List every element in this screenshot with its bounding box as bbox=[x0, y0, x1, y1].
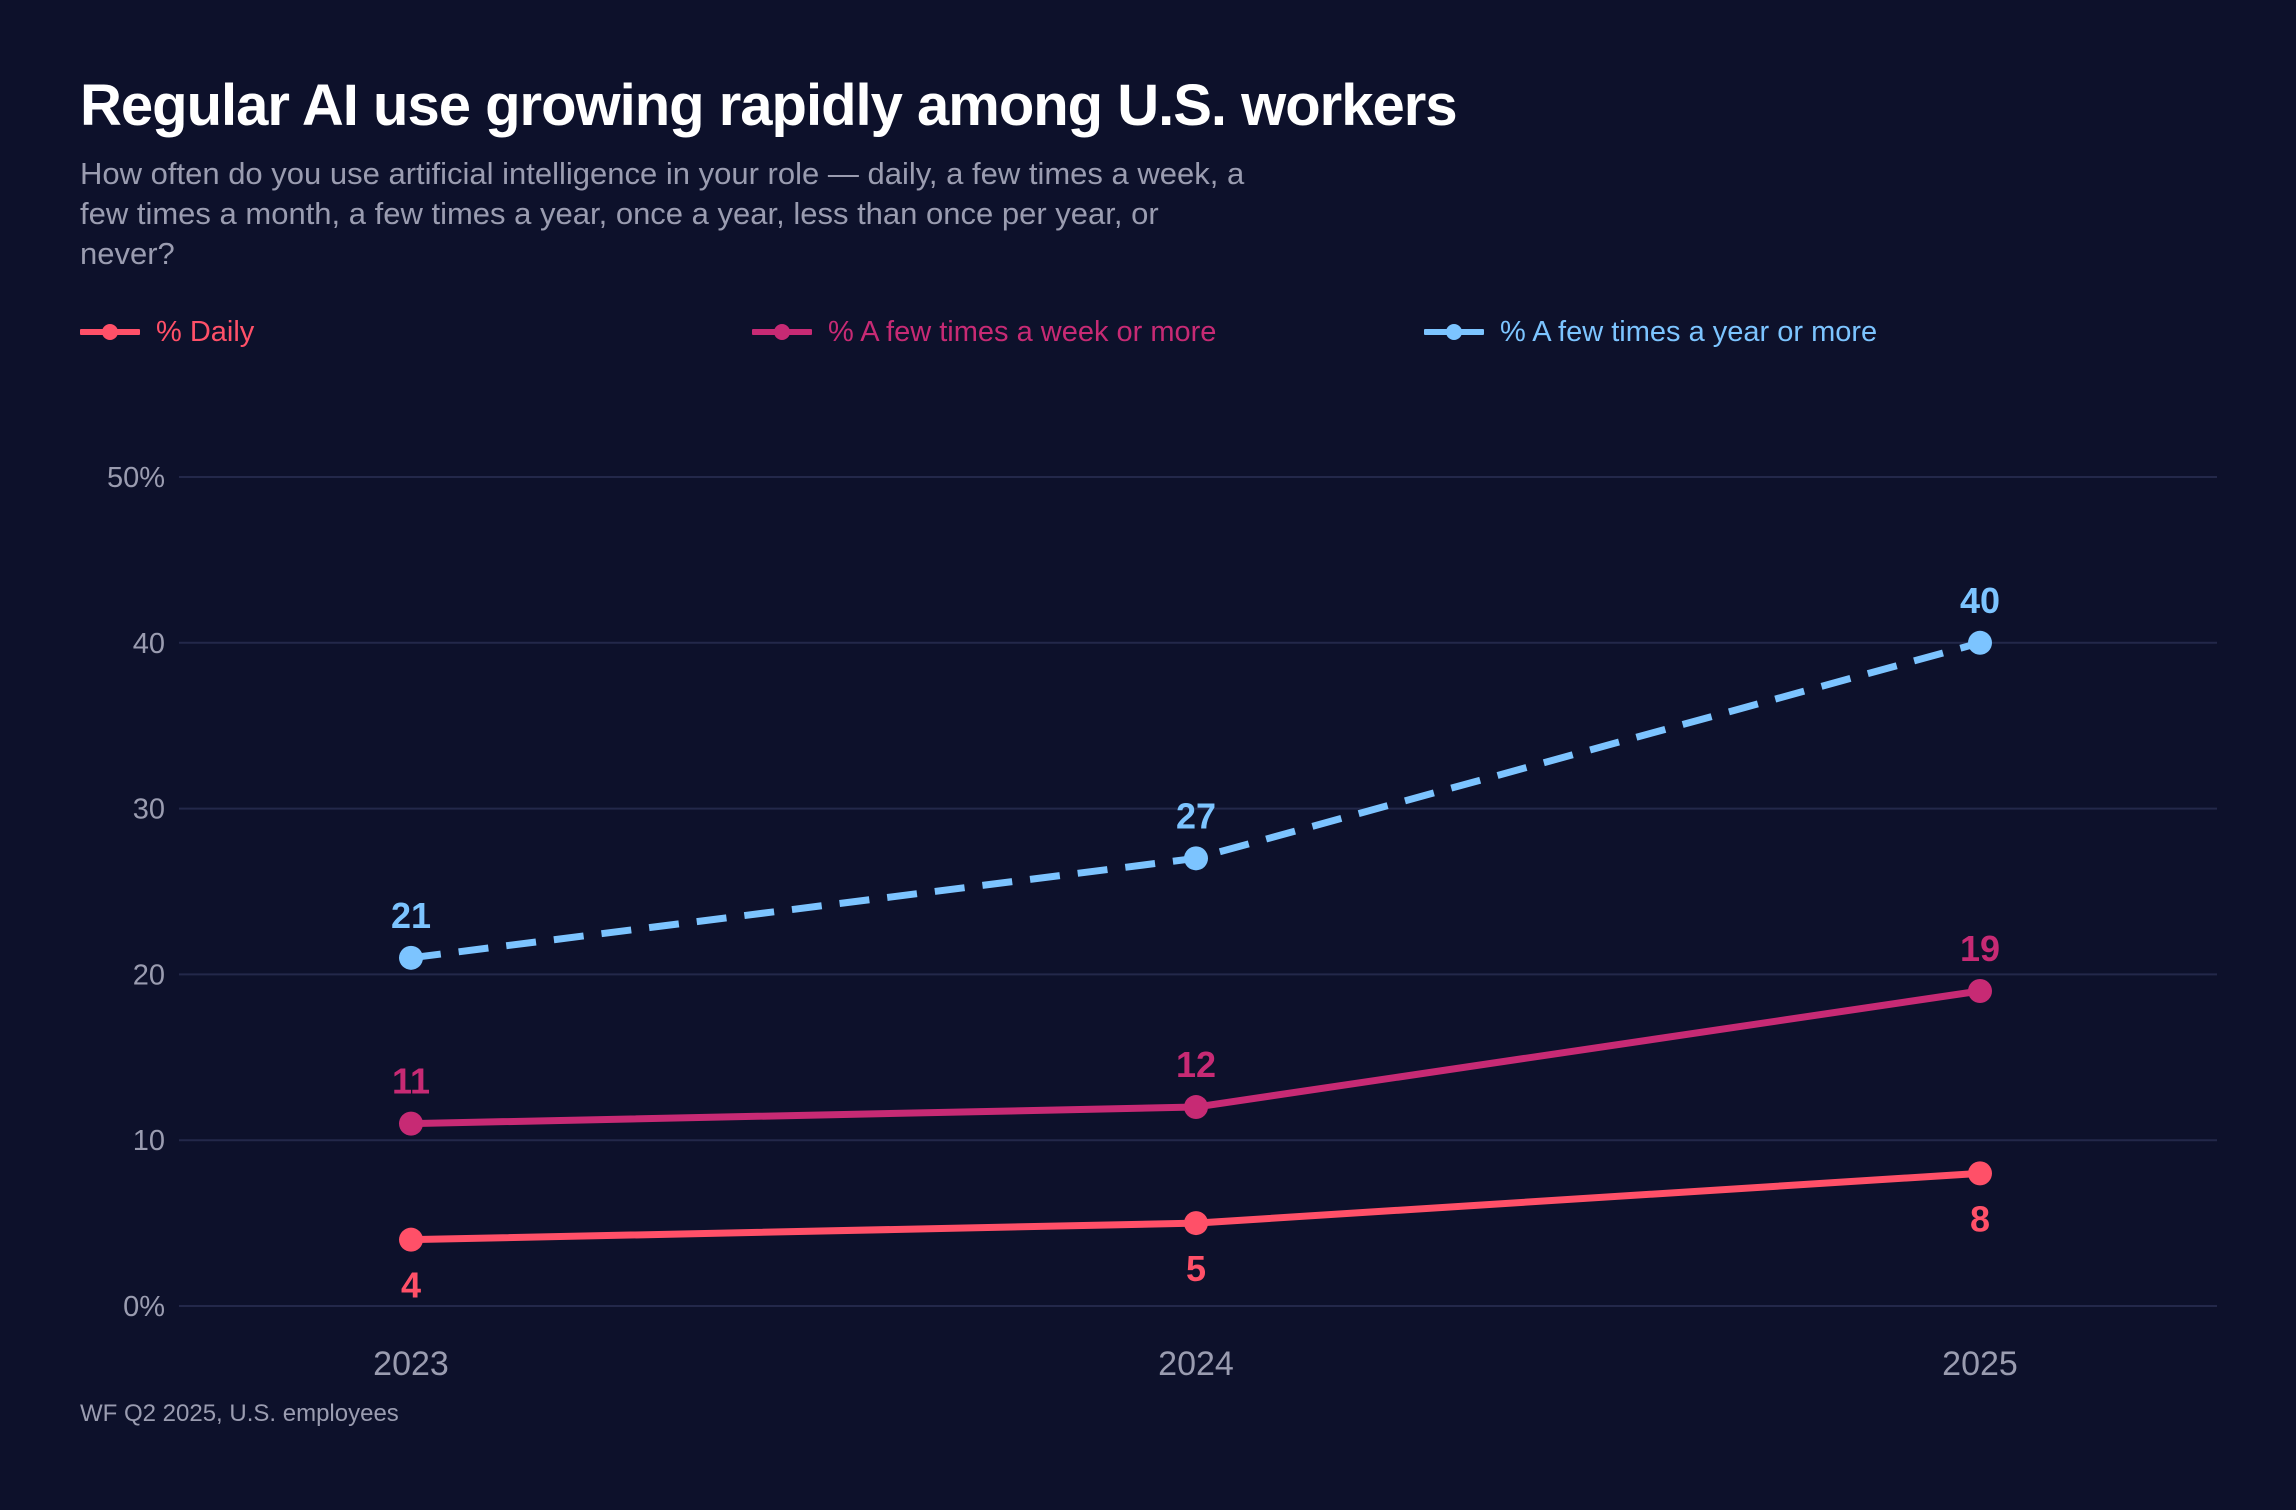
data-label: 8 bbox=[1970, 1198, 1990, 1239]
y-tick-label: 20 bbox=[133, 959, 165, 991]
chart-title: Regular AI use growing rapidly among U.S… bbox=[80, 73, 1458, 138]
y-axis: 0% 10 20 30 40 50% bbox=[107, 462, 165, 1323]
legend-label: % A few times a year or more bbox=[1500, 315, 1878, 348]
data-point bbox=[1184, 846, 1208, 871]
y-tick-label: 40 bbox=[133, 628, 165, 660]
legend-label: % Daily bbox=[156, 315, 255, 348]
data-point bbox=[1968, 630, 1992, 655]
data-point bbox=[1184, 1095, 1208, 1120]
data-label: 4 bbox=[401, 1265, 421, 1306]
gridlines bbox=[179, 476, 2217, 1307]
data-label: 19 bbox=[1960, 928, 2000, 969]
legend-line-marker-icon bbox=[80, 312, 140, 352]
x-tick-label: 2024 bbox=[1158, 1345, 1234, 1383]
x-tick-label: 2025 bbox=[1942, 1345, 2018, 1383]
data-labels: 21 27 40 11 12 19 4 5 8 bbox=[391, 580, 2000, 1306]
source-note: WF Q2 2025, U.S. employees bbox=[80, 1400, 399, 1427]
chart-subtitle: How often do you use artificial intellig… bbox=[80, 156, 1245, 271]
data-point bbox=[1184, 1211, 1208, 1236]
data-point bbox=[399, 1111, 423, 1136]
data-point bbox=[399, 945, 423, 970]
legend: % Daily % A few times a week or more % A… bbox=[80, 312, 2220, 352]
data-point bbox=[399, 1227, 423, 1252]
x-axis: 2023 2024 2025 bbox=[373, 1345, 2018, 1383]
y-tick-label: 10 bbox=[133, 1125, 165, 1157]
y-tick-label: 0% bbox=[123, 1291, 165, 1323]
data-label: 27 bbox=[1176, 795, 1216, 836]
legend-item-yearly: % A few times a year or more bbox=[1424, 312, 1877, 352]
data-point bbox=[1968, 1161, 1992, 1186]
y-tick-label: 30 bbox=[133, 794, 165, 826]
legend-line-marker-icon bbox=[752, 312, 812, 352]
legend-item-daily: % Daily bbox=[80, 312, 254, 352]
data-label: 21 bbox=[391, 895, 431, 936]
data-label: 5 bbox=[1186, 1248, 1206, 1289]
data-label: 40 bbox=[1960, 580, 2000, 621]
legend-label: % A few times a week or more bbox=[828, 315, 1217, 348]
data-label: 11 bbox=[392, 1061, 430, 1102]
legend-item-weekly: % A few times a week or more bbox=[752, 312, 1216, 352]
x-tick-label: 2023 bbox=[373, 1345, 449, 1383]
y-tick-label: 50% bbox=[107, 462, 165, 494]
series-group bbox=[399, 630, 1992, 1252]
legend-line-marker-icon bbox=[1424, 312, 1484, 352]
data-label: 12 bbox=[1176, 1044, 1216, 1085]
data-point bbox=[1968, 978, 1992, 1003]
